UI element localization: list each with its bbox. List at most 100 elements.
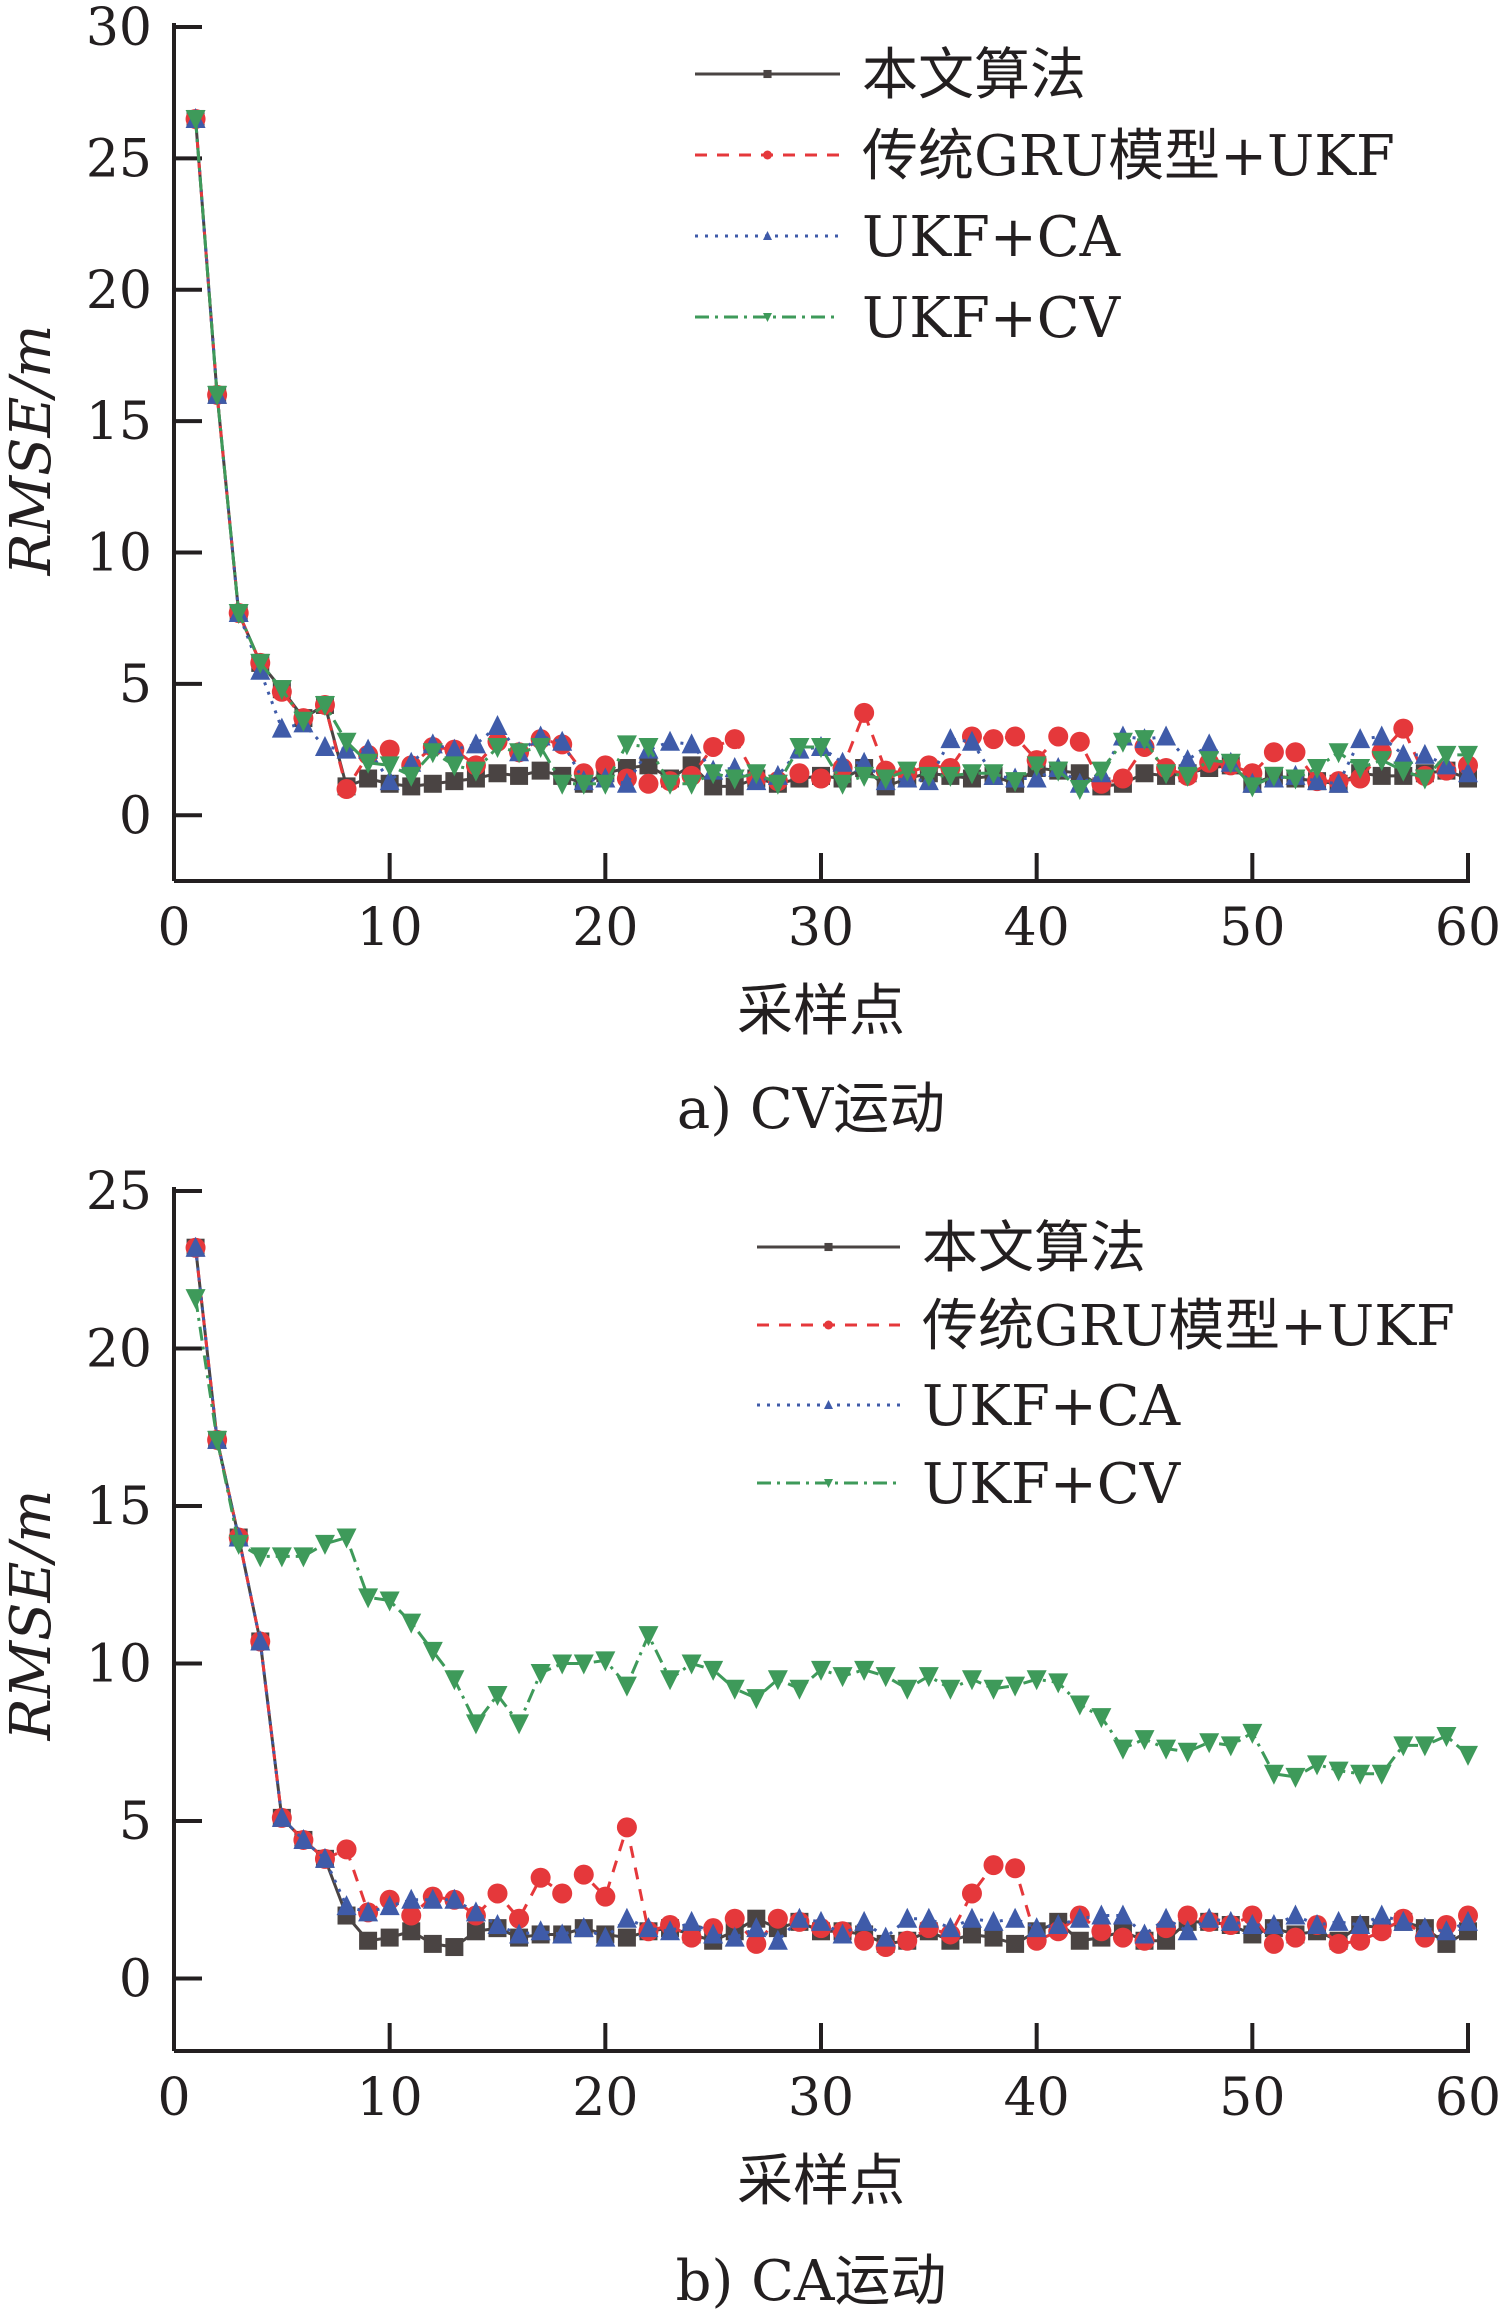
x-tick-label: 10	[357, 898, 423, 958]
y-tick-label: 20	[86, 261, 152, 321]
data-point	[1199, 1733, 1220, 1754]
data-point	[379, 1591, 400, 1612]
data-point	[530, 1663, 551, 1684]
y-tick-label: 0	[119, 786, 152, 846]
legend-label: UKF+CV	[922, 1452, 1182, 1517]
data-point	[401, 1905, 422, 1926]
data-point	[466, 1922, 485, 1941]
data-point	[897, 1679, 918, 1700]
data-point	[1328, 1761, 1349, 1782]
legend-label: UKF+CA	[862, 205, 1121, 270]
data-point	[271, 1547, 292, 1568]
data-point	[681, 1910, 702, 1931]
data-point	[336, 1895, 357, 1916]
data-point	[509, 1714, 530, 1735]
data-point	[961, 730, 982, 751]
y-tick-label: 20	[86, 1320, 152, 1380]
data-point	[854, 751, 875, 772]
data-point	[1263, 1933, 1284, 1954]
data-point	[1263, 1913, 1284, 1934]
data-point	[1285, 1904, 1306, 1925]
data-point	[681, 733, 702, 754]
data-point	[487, 714, 508, 735]
data-point	[1371, 751, 1392, 772]
data-point	[228, 603, 249, 624]
data-point	[789, 763, 810, 784]
data-point	[401, 766, 422, 787]
data-point	[445, 772, 464, 791]
data-point	[983, 1679, 1004, 1700]
data-point	[1177, 749, 1198, 770]
legend-label: UKF+CV	[862, 286, 1122, 351]
y-tick-label: 25	[86, 1162, 152, 1222]
data-point	[293, 1547, 314, 1568]
data-point	[1134, 1923, 1155, 1944]
data-point	[1436, 1920, 1457, 1941]
data-point	[207, 1430, 228, 1451]
data-point	[271, 1806, 292, 1827]
data-point	[789, 1679, 810, 1700]
legend-label: 传统GRU模型+UKF	[862, 124, 1395, 189]
data-point	[897, 1930, 918, 1951]
data-point	[1371, 1764, 1392, 1785]
data-point	[185, 1236, 206, 1257]
data-point	[767, 1929, 788, 1950]
data-point	[918, 1667, 939, 1688]
data-point	[681, 1654, 702, 1675]
data-point	[616, 772, 637, 793]
y-tick-label: 30	[86, 0, 152, 58]
data-point	[1091, 1708, 1112, 1729]
data-point	[1307, 1913, 1328, 1934]
data-point	[1371, 725, 1392, 746]
data-point	[358, 1588, 379, 1609]
data-point	[1069, 1907, 1090, 1928]
data-point	[854, 766, 875, 787]
data-point	[359, 769, 378, 788]
data-point	[1005, 772, 1026, 793]
data-point	[573, 1654, 594, 1675]
x-axis-label: 采样点	[737, 2149, 905, 2214]
data-point	[724, 1926, 745, 1947]
data-point	[638, 1626, 659, 1647]
data-point	[1026, 1670, 1047, 1691]
data-point	[767, 1908, 788, 1929]
data-point	[1371, 1904, 1392, 1925]
data-point	[918, 766, 939, 787]
legend-marker	[824, 1320, 833, 1330]
data-point	[1112, 1739, 1133, 1760]
data-point	[293, 711, 314, 732]
data-point	[358, 753, 379, 774]
data-point	[681, 774, 702, 795]
x-tick-label: 30	[788, 2068, 854, 2128]
data-point	[1393, 761, 1414, 782]
data-point	[1048, 1913, 1069, 1934]
data-point	[1026, 1917, 1047, 1938]
data-point	[1199, 1907, 1220, 1928]
data-point	[487, 737, 508, 758]
y-tick-label: 0	[119, 1950, 152, 2010]
x-tick-label: 10	[357, 2068, 423, 2128]
data-point	[940, 1679, 961, 1700]
data-point	[639, 756, 658, 775]
data-point	[1328, 1910, 1349, 1931]
data-point	[444, 756, 465, 777]
data-point	[1177, 766, 1198, 787]
data-point	[854, 1930, 875, 1951]
data-point	[1307, 759, 1328, 780]
data-point	[336, 1839, 357, 1860]
data-point	[487, 1913, 508, 1934]
data-point	[379, 770, 400, 791]
data-point	[488, 764, 507, 783]
data-point	[379, 1895, 400, 1916]
legend-marker	[824, 1478, 833, 1488]
data-point	[767, 1670, 788, 1691]
legend-label: 传统GRU模型+UKF	[922, 1294, 1455, 1359]
data-point	[961, 764, 982, 785]
data-point	[660, 1670, 681, 1691]
data-point	[940, 1917, 961, 1938]
data-point	[185, 1289, 206, 1310]
data-point	[1263, 766, 1284, 787]
data-point	[293, 1828, 314, 1849]
data-point	[358, 738, 379, 759]
data-point	[1414, 769, 1435, 790]
